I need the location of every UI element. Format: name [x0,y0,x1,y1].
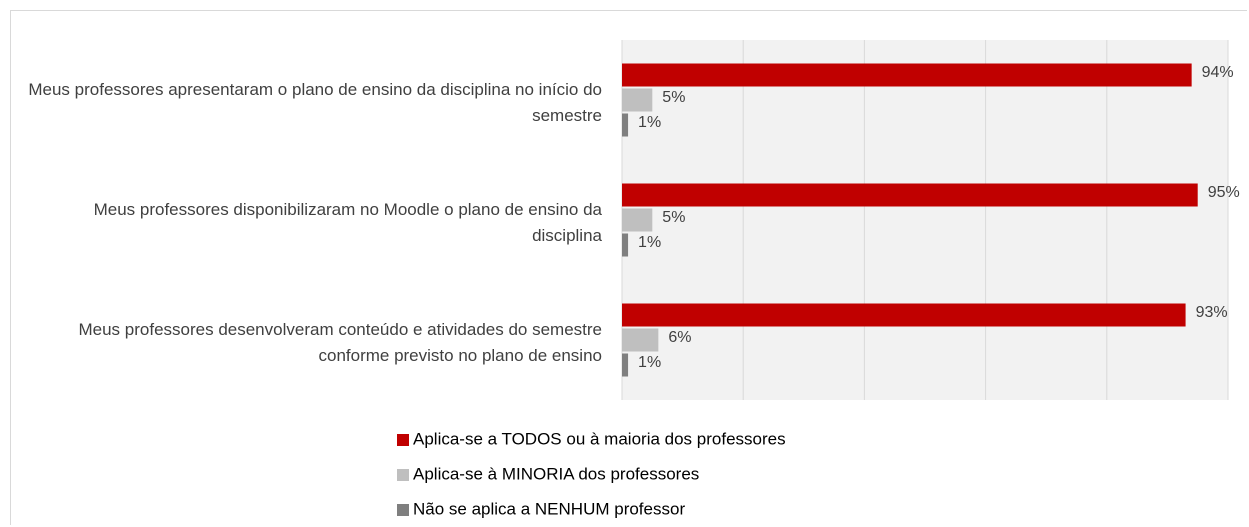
category-label: Meus professores apresentaram o plano de… [28,80,602,125]
value-label: 1% [638,114,661,131]
bar [622,208,653,232]
value-label: 1% [638,234,661,251]
value-label: 5% [662,209,685,226]
legend-swatch [397,434,409,446]
bar [622,63,1192,87]
category-label: Meus professores desenvolveram conteúdo … [78,320,602,365]
bar [622,233,629,257]
bar [622,88,653,112]
value-label: 5% [662,89,685,106]
category-label: Meus professores disponibilizaram no Moo… [93,200,602,245]
bar [622,328,659,352]
frame [10,10,1247,525]
legend-label: Aplica-se à MINORIA dos professores [413,464,699,483]
legend-swatch [397,469,409,481]
bar [622,353,629,377]
value-label: 6% [668,329,691,346]
value-label: 94% [1202,64,1234,81]
bar [622,303,1186,327]
legend-swatch [397,504,409,516]
legend-label: Não se aplica a NENHUM professor [413,499,685,518]
plot-area [622,40,1228,400]
bar [622,183,1198,207]
bar [622,113,629,137]
legend-label: Aplica-se a TODOS ou à maioria dos profe… [413,429,786,448]
value-label: 95% [1208,184,1240,201]
value-label: 93% [1196,304,1228,321]
value-label: 1% [638,354,661,371]
